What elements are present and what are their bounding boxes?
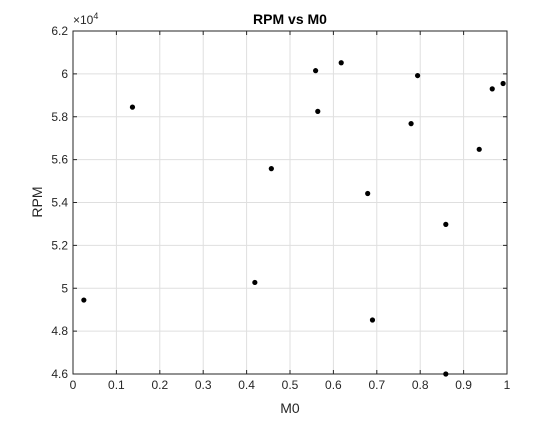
- data-point: [81, 297, 87, 303]
- exponent-power: 4: [93, 11, 98, 21]
- y-axis-exponent: ×104: [73, 11, 98, 27]
- y-tick-label: 4.6: [51, 367, 68, 381]
- ticks: 0 0.1 0.2 0.3 0.4 0.5 0.6 0.7 0.8 0.9 1 4.6 4.8 5 5.2 5…: [51, 24, 510, 392]
- x-tick-label: 0: [70, 378, 77, 392]
- data-point: [408, 121, 414, 127]
- y-tick-label: 5.2: [51, 238, 68, 252]
- x-tick-label: 0.8: [412, 378, 429, 392]
- x-tick-label: 0.4: [238, 378, 255, 392]
- data-point: [268, 166, 274, 172]
- x-tick-label: 0.3: [195, 378, 212, 392]
- data-point: [313, 68, 319, 74]
- y-tick-label: 6.2: [51, 24, 68, 38]
- data-point: [476, 146, 482, 152]
- data-point: [443, 371, 449, 377]
- data-point: [365, 190, 371, 197]
- x-tick-label: 0.9: [455, 378, 472, 392]
- y-tick-label: 5.4: [51, 196, 68, 210]
- y-tick-label: 5: [61, 281, 68, 295]
- x-axis-label: M0: [280, 400, 300, 416]
- y-tick-label: 5.6: [51, 153, 68, 167]
- y-axis-label: RPM: [29, 186, 45, 217]
- y-tick-label: 5.8: [51, 110, 68, 124]
- data-point: [500, 80, 506, 87]
- data-point: [369, 317, 376, 323]
- data-point: [129, 104, 136, 110]
- data-point: [489, 86, 495, 92]
- data-point: [338, 60, 344, 66]
- y-tick-label: 4.8: [51, 324, 68, 338]
- x-tick-label: 0.6: [325, 378, 342, 392]
- exponent-base: ×10: [73, 13, 94, 27]
- data-point: [414, 72, 421, 79]
- x-tick-label: 0.1: [108, 378, 125, 392]
- data-points: [81, 60, 506, 377]
- x-tick-label: 0.7: [368, 378, 385, 392]
- x-tick-label: 0.2: [151, 378, 168, 392]
- x-tick-label: 1: [504, 378, 511, 392]
- data-point: [252, 279, 258, 286]
- data-point: [443, 221, 449, 227]
- data-point: [315, 108, 321, 114]
- y-tick-label: 6: [61, 67, 68, 81]
- x-tick-label: 0.5: [282, 378, 299, 392]
- chart-title: RPM vs M0: [253, 11, 327, 27]
